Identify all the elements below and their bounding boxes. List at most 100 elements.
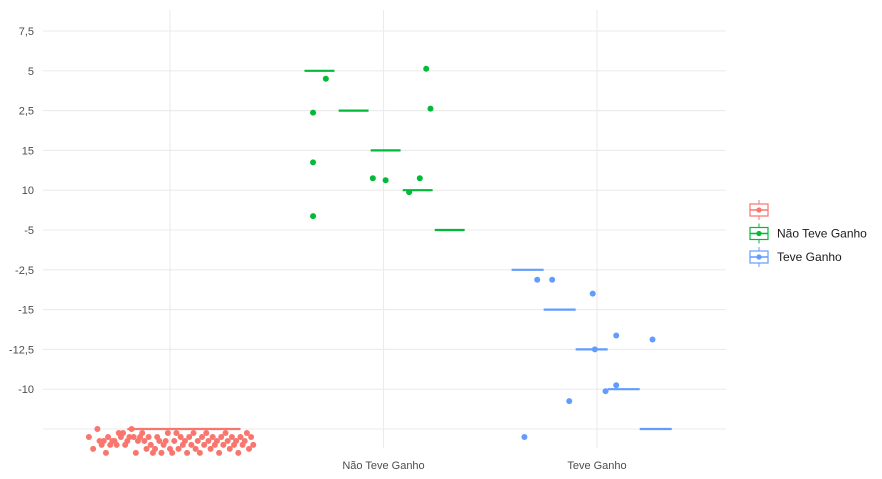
data-point — [226, 445, 233, 452]
data-point — [250, 441, 257, 448]
y-tick-label: -10 — [18, 384, 34, 396]
data-point — [181, 437, 188, 444]
data-point — [173, 429, 180, 436]
data-point — [310, 109, 317, 116]
data-point — [213, 437, 220, 444]
data-point — [175, 445, 182, 452]
data-point — [613, 332, 620, 339]
y-tick-label: 10 — [22, 185, 34, 197]
data-point — [162, 437, 169, 444]
data-point — [120, 429, 127, 436]
y-axis: 7,5 5 2,5 15 10 -5 -2,5 -15 -12,5 -10 — [9, 26, 34, 396]
y-tick-label: 7,5 — [19, 26, 34, 38]
data-point — [169, 449, 176, 456]
data-point — [228, 433, 235, 440]
data-point — [216, 449, 223, 456]
data-point — [94, 426, 101, 432]
data-point — [203, 429, 210, 436]
x-axis: Não Teve Ganho Teve Ganho — [342, 460, 626, 472]
x-tick-label: Não Teve Ganho — [342, 460, 424, 472]
data-point — [192, 445, 199, 452]
data-point — [158, 449, 165, 456]
data-point — [222, 429, 229, 436]
data-point — [145, 433, 152, 440]
data-point — [613, 382, 620, 389]
data-point — [190, 429, 197, 436]
data-point — [322, 75, 329, 82]
data-point — [241, 437, 248, 444]
data-point — [427, 105, 434, 112]
data-point — [423, 65, 430, 72]
legend-label: Teve Ganho — [777, 250, 842, 264]
data-point — [126, 433, 133, 440]
data-point — [382, 177, 389, 184]
data-point — [156, 437, 163, 444]
y-tick-label: -2,5 — [15, 265, 34, 277]
y-tick-label: 5 — [28, 66, 34, 78]
data-point — [224, 437, 231, 444]
data-point — [233, 437, 240, 444]
data-point — [141, 437, 148, 444]
data-point — [177, 433, 184, 440]
data-point — [100, 437, 107, 444]
x-tick-label: Teve Ganho — [567, 460, 626, 472]
data-point — [196, 449, 203, 456]
y-tick-label: -5 — [24, 225, 34, 237]
y-tick-label: 2,5 — [19, 106, 34, 118]
data-point — [237, 433, 244, 440]
data-point — [218, 433, 225, 440]
data-point — [132, 449, 139, 456]
data-point — [143, 445, 150, 452]
y-tick-label: -15 — [18, 305, 34, 317]
data-point — [589, 290, 596, 297]
data-point — [209, 433, 216, 440]
legend-item — [749, 200, 769, 220]
data-point — [113, 441, 120, 448]
legend: Não Teve Ganho Teve Ganho — [749, 200, 867, 267]
data-point — [243, 429, 250, 436]
data-point — [194, 437, 201, 444]
data-point — [248, 433, 255, 440]
data-point — [105, 433, 112, 440]
data-point — [245, 445, 252, 452]
legend-item: Não Teve Ganho — [749, 223, 867, 244]
data-point — [139, 429, 146, 436]
data-point — [207, 445, 214, 452]
data-point — [416, 175, 423, 182]
legend-point — [756, 207, 762, 213]
legend-point — [756, 230, 762, 237]
data-point — [310, 159, 317, 166]
data-point — [566, 398, 573, 405]
data-point — [199, 433, 206, 440]
data-point — [205, 437, 212, 444]
data-point — [152, 445, 159, 452]
data-point — [201, 441, 208, 448]
data-point — [235, 449, 242, 456]
grid — [43, 10, 726, 448]
data-point — [186, 433, 193, 440]
y-tick-label: -12,5 — [9, 344, 34, 356]
data-point — [188, 441, 195, 448]
data-point — [130, 433, 137, 440]
data-point — [406, 189, 413, 196]
data-point — [184, 449, 191, 456]
legend-label: Não Teve Ganho — [777, 227, 867, 241]
data-point — [602, 388, 609, 395]
data-point — [90, 445, 97, 452]
y-tick-label: 15 — [22, 145, 34, 157]
data-point — [549, 276, 556, 283]
data-point — [102, 449, 109, 456]
data-point — [369, 175, 376, 182]
data-point — [310, 213, 317, 220]
data-point — [649, 336, 656, 343]
legend-point — [756, 254, 762, 260]
data-point — [521, 433, 528, 440]
data-point — [147, 441, 154, 448]
data-point — [591, 346, 598, 353]
data-point — [534, 276, 541, 283]
data-point — [164, 429, 171, 436]
data-point — [128, 426, 135, 432]
plot-area — [85, 65, 672, 456]
data-point — [220, 441, 227, 448]
